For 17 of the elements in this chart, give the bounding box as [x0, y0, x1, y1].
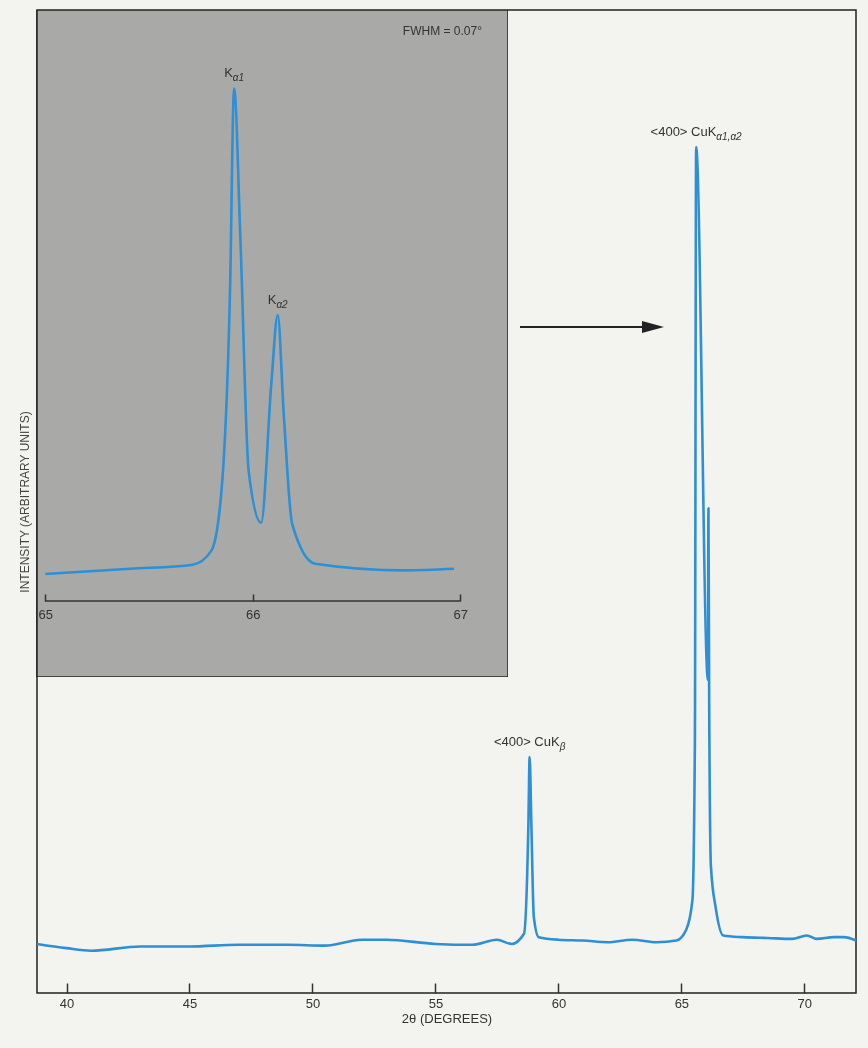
x-tick-label: 70 [797, 995, 813, 1011]
y-axis-title: INTENSITY (ARBITRARY UNITS) [17, 411, 32, 593]
annotation: <400> CuK$_{β}$ [493, 734, 566, 752]
x-tick-label: 60 [551, 995, 567, 1011]
x-tick-label: 40 [59, 995, 75, 1011]
x-axis-title: 2θ (DEGREES) [401, 1010, 493, 1026]
x-tick-label: 55 [428, 995, 444, 1011]
x-tick-label: 67 [453, 606, 469, 622]
text: FWHM = 0.07° [402, 24, 482, 38]
x-tick-label: 65 [38, 606, 54, 622]
x-tick-label: 50 [305, 995, 321, 1011]
annotation: K$_{α2}$ [267, 292, 288, 311]
annotation: K$_{α1}$ [224, 65, 245, 84]
x-tick-label: 65 [674, 995, 690, 1011]
x-tick-label: 45 [182, 995, 198, 1011]
x-tick-label: 66 [246, 606, 261, 622]
annotation: <400> CuK$_{α1,α2}$ [650, 124, 742, 143]
